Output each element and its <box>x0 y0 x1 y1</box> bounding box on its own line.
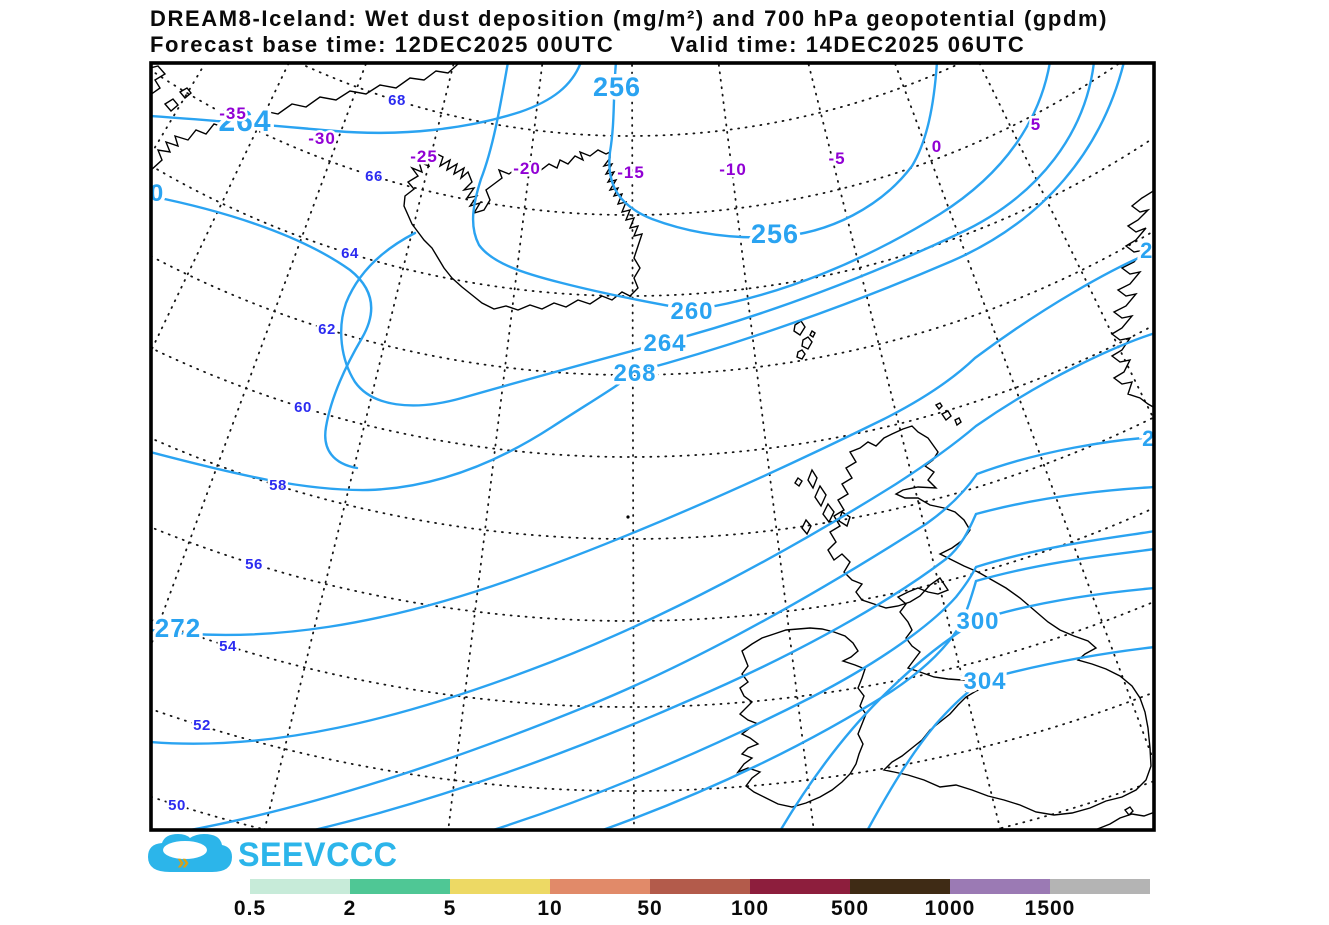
longitude-label: 5 <box>1031 115 1041 134</box>
seevccc-logo-cloud-icon: » <box>148 834 232 874</box>
contour-300 <box>779 586 1154 830</box>
contour-264 <box>340 63 1096 407</box>
colorbar-segment <box>750 879 850 894</box>
orkney-shetland-islands <box>934 402 962 427</box>
latitude-label: 64 <box>341 245 359 262</box>
contour-label: 300 <box>956 608 999 635</box>
greenland-coast <box>151 63 461 172</box>
colorbar-segment <box>450 879 550 894</box>
latitude-label: 52 <box>193 717 211 734</box>
contour-label: 256 <box>593 72 641 102</box>
longitude-label: -25 <box>410 147 438 166</box>
svg-text:»: » <box>177 849 189 874</box>
colorbar-segment <box>950 879 1050 894</box>
contour-280 <box>184 435 1154 830</box>
contour-label: 256 <box>751 219 799 249</box>
great-britain-coast <box>827 425 1152 816</box>
title-block: DREAM8-Iceland: Wet dust deposition (mg/… <box>150 6 1108 58</box>
chart-subtitle: Forecast base time: 12DEC2025 00UTC Valid… <box>150 32 1108 58</box>
valid-time: Valid time: 14DEC2025 06UTC <box>670 32 1026 57</box>
contour-288 <box>489 529 1154 830</box>
colorbar-segment <box>350 879 450 894</box>
graticule-meridians <box>151 63 1154 830</box>
latitude-label: 66 <box>365 168 383 185</box>
greenland-corner-islands <box>151 65 192 112</box>
longitude-label: -15 <box>617 163 645 182</box>
norway-coast <box>1110 189 1154 409</box>
map-labels-layer: 264 256 256 260 264 268 272 300 304 0 272 280 -35 -30… <box>150 69 1182 817</box>
colorbar-segment <box>650 879 750 894</box>
latitude-label: 68 <box>388 92 406 109</box>
contour-256-trough <box>608 63 939 239</box>
longitude-label: -20 <box>513 159 541 178</box>
contour-276 <box>151 332 1154 745</box>
longitude-label: -10 <box>719 160 747 179</box>
contour-268 <box>151 63 1125 492</box>
contour-260 <box>471 63 1052 312</box>
latitude-label: 58 <box>269 477 287 494</box>
longitude-label: -35 <box>219 104 247 123</box>
latitude-label: 62 <box>318 321 336 338</box>
france-coast <box>1092 806 1154 830</box>
contour-264-west <box>151 63 582 135</box>
contour-292 <box>599 547 1154 830</box>
contour-label: 280 <box>1142 426 1182 451</box>
colorbar-segment <box>550 879 650 894</box>
map-frame <box>149 61 1156 832</box>
colorbar-segment <box>250 879 350 894</box>
rockall-island <box>626 515 630 519</box>
latitude-label: 56 <box>245 556 263 573</box>
chart-title: DREAM8-Iceland: Wet dust deposition (mg/… <box>150 6 1109 31</box>
contour-304 <box>866 645 1154 830</box>
contour-284 <box>309 485 1154 830</box>
seevccc-logo-text: SEEVCCC <box>238 836 398 874</box>
contour-label: 264 <box>218 105 271 138</box>
ireland-coast <box>735 627 867 808</box>
contour-label: 260 <box>670 298 713 325</box>
coastlines <box>151 63 1154 830</box>
longitude-label: -5 <box>828 149 845 168</box>
contour-label: 272 <box>1140 238 1180 263</box>
hebrides-islands <box>794 468 851 536</box>
contour-label: 272 <box>155 613 201 643</box>
longitude-label: -30 <box>308 129 336 148</box>
latitude-label: 60 <box>294 399 312 416</box>
contour-label: 264 <box>643 330 686 357</box>
colorbar-segment <box>850 879 950 894</box>
forecast-base-time: Forecast base time: 12DEC2025 00UTC <box>150 32 615 57</box>
latitude-label: 50 <box>168 797 186 814</box>
longitude-label: 0 <box>932 137 942 156</box>
faroe-islands <box>793 320 816 360</box>
iceland-coast <box>403 149 644 311</box>
contour-260-west <box>151 194 373 470</box>
geopotential-contours <box>151 63 1154 830</box>
colorbar-segment <box>1050 879 1150 894</box>
deposition-colorbar <box>250 879 1150 894</box>
contour-label: 268 <box>613 360 656 387</box>
contour-label: 0 <box>150 180 164 207</box>
contour-label: 304 <box>963 668 1006 695</box>
contour-272 <box>151 250 1154 637</box>
latitude-label: 54 <box>219 638 237 655</box>
